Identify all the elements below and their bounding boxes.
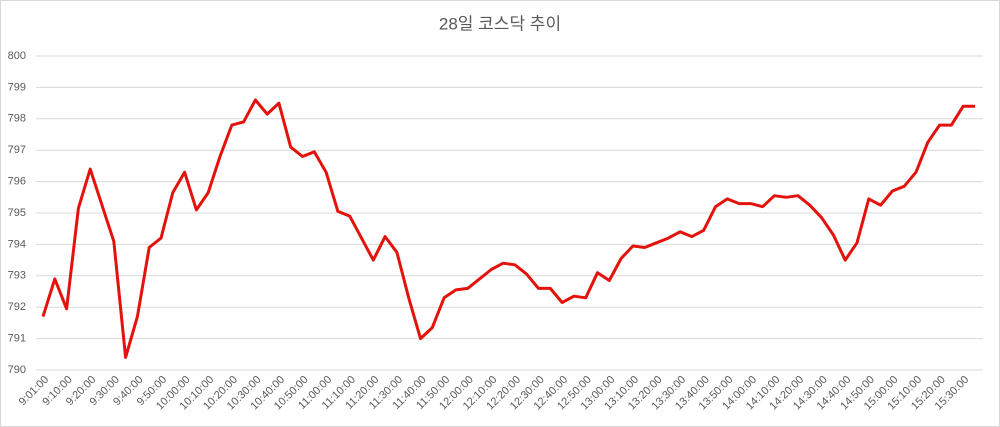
y-tick-label: 794 bbox=[8, 238, 26, 250]
y-tick-label: 792 bbox=[8, 301, 26, 313]
y-tick-label: 795 bbox=[8, 207, 26, 219]
y-tick-label: 798 bbox=[8, 113, 26, 125]
chart-title: 28일 코스닥 추이 bbox=[439, 14, 561, 33]
y-tick-label: 793 bbox=[8, 270, 26, 282]
y-tick-label: 800 bbox=[8, 50, 26, 62]
y-tick-label: 796 bbox=[8, 176, 26, 188]
y-tick-label: 791 bbox=[8, 333, 26, 345]
y-tick-label: 799 bbox=[8, 81, 26, 93]
y-tick-label: 797 bbox=[8, 144, 26, 156]
line-series bbox=[41, 98, 975, 359]
y-tick-label: 790 bbox=[8, 364, 26, 376]
